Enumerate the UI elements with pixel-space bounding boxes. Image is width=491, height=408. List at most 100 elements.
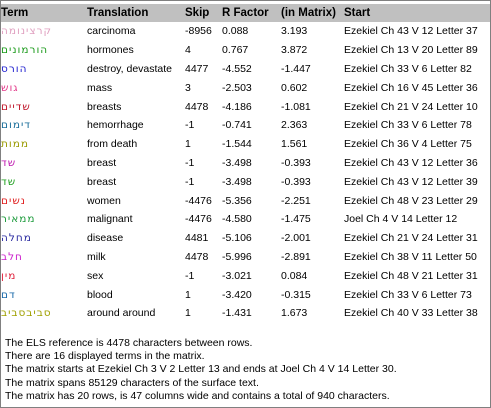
start-cell: Ezekiel Ch 21 V 24 Letter 31 bbox=[344, 232, 478, 245]
header-skip[interactable]: Skip bbox=[185, 4, 222, 22]
table-row[interactable]: סביבסביב around around 1 -1.431 1.673 Ezekiel… bbox=[1, 304, 490, 323]
start-cell: Ezekiel Ch 16 V 45 Letter 36 bbox=[344, 81, 478, 94]
rfactor-cell: -2.503 bbox=[222, 81, 252, 94]
skip-cell: -1 bbox=[185, 119, 195, 132]
table-row[interactable]: הורמונים hormones 4 0.767 3.872 Ezekiel Ch 13… bbox=[1, 41, 490, 60]
translation-cell: from death bbox=[87, 138, 138, 151]
header-in-matrix[interactable]: (in Matrix) bbox=[281, 4, 344, 22]
skip-cell: 1 bbox=[185, 307, 191, 320]
rfactor-cell: -3.498 bbox=[222, 156, 252, 169]
translation-cell: breasts bbox=[87, 100, 122, 113]
summary-line: There are 16 displayed terms in the matr… bbox=[5, 350, 205, 363]
rfactor-cell: -0.741 bbox=[222, 119, 252, 132]
table-row[interactable]: שד breast -1 -3.498 -0.393 Ezekiel Ch 43 V 12… bbox=[1, 172, 490, 191]
term-cell: גוש bbox=[1, 81, 19, 94]
skip-cell: -4476 bbox=[185, 213, 212, 226]
term-cell: דם bbox=[1, 288, 16, 301]
translation-cell: around around bbox=[87, 307, 156, 320]
in-matrix-cell: 3.872 bbox=[281, 44, 308, 57]
terms-table-body: קרצינומה carcinoma -8956 0.088 3.193 Ezekiel … bbox=[1, 22, 490, 323]
start-cell: Ezekiel Ch 33 V 6 Letter 73 bbox=[344, 288, 472, 301]
start-cell: Ezekiel Ch 43 V 12 Letter 39 bbox=[344, 175, 478, 188]
table-row[interactable]: מין sex -1 -3.021 0.084 Ezekiel Ch 48 V 21 Le… bbox=[1, 266, 490, 285]
skip-cell: -1 bbox=[185, 269, 195, 282]
term-cell: שדיים bbox=[1, 100, 31, 113]
header-start[interactable]: Start bbox=[344, 4, 490, 22]
table-row[interactable]: מחלה disease 4481 -5.106 -2.001 Ezekiel Ch 21… bbox=[1, 229, 490, 248]
skip-cell: -1 bbox=[185, 156, 195, 169]
skip-cell: 4478 bbox=[185, 100, 209, 113]
table-row[interactable]: ממאיר malignant -4476 -4.580 -1.475 Joel Ch 4… bbox=[1, 210, 490, 229]
header-rfactor[interactable]: R Factor bbox=[222, 4, 281, 22]
translation-cell: women bbox=[87, 194, 121, 207]
translation-cell: blood bbox=[87, 288, 113, 301]
skip-cell: 4 bbox=[185, 44, 191, 57]
skip-cell: 4478 bbox=[185, 250, 209, 263]
table-row[interactable]: שדיים breasts 4478 -4.186 -1.081 Ezekiel Ch 2… bbox=[1, 97, 490, 116]
summary-line: The matrix spans 85129 characters of the… bbox=[5, 376, 259, 389]
start-cell: Ezekiel Ch 43 V 12 Letter 37 bbox=[344, 25, 478, 38]
skip-cell: 4477 bbox=[185, 62, 209, 75]
table-row[interactable]: דימום hemorrhage -1 -0.741 2.363 Ezekiel Ch 3… bbox=[1, 116, 490, 135]
term-cell: סביבסביב bbox=[1, 307, 52, 320]
translation-cell: milk bbox=[87, 250, 106, 263]
start-cell: Ezekiel Ch 13 V 20 Letter 89 bbox=[344, 44, 478, 57]
header-term[interactable]: Term bbox=[1, 4, 87, 22]
skip-cell: -1 bbox=[185, 175, 195, 188]
table-row[interactable]: דם blood 1 -3.420 -0.315 Ezekiel Ch 33 V 6 Le… bbox=[1, 285, 490, 304]
term-cell: קרצינומה bbox=[1, 25, 53, 38]
in-matrix-cell: 3.193 bbox=[281, 25, 308, 38]
skip-cell: 4481 bbox=[185, 232, 209, 245]
start-cell: Ezekiel Ch 38 V 11 Letter 50 bbox=[344, 250, 477, 263]
start-cell: Ezekiel Ch 33 V 6 Letter 78 bbox=[344, 119, 472, 132]
rfactor-cell: -4.186 bbox=[222, 100, 252, 113]
translation-cell: breast bbox=[87, 156, 117, 169]
table-row[interactable]: ממות from death 1 -1.544 1.561 Ezekiel Ch 36 … bbox=[1, 135, 490, 154]
rfactor-cell: -1.431 bbox=[222, 307, 252, 320]
table-row[interactable]: קרצינומה carcinoma -8956 0.088 3.193 Ezekiel … bbox=[1, 22, 490, 41]
table-row[interactable]: שד breast -1 -3.498 -0.393 Ezekiel Ch 43 V 12… bbox=[1, 154, 490, 173]
translation-cell: sex bbox=[87, 269, 104, 282]
matrix-summary: The ELS reference is 4478 characters bet… bbox=[5, 337, 397, 403]
term-cell: מחלה bbox=[1, 232, 32, 245]
start-cell: Joel Ch 4 V 14 Letter 12 bbox=[344, 213, 458, 226]
in-matrix-cell: -2.891 bbox=[281, 250, 311, 263]
in-matrix-cell: -2.001 bbox=[281, 232, 311, 245]
in-matrix-cell: -1.081 bbox=[281, 100, 311, 113]
in-matrix-cell: 0.602 bbox=[281, 81, 308, 94]
start-cell: Ezekiel Ch 48 V 23 Letter 29 bbox=[344, 194, 478, 207]
in-matrix-cell: -1.447 bbox=[281, 62, 311, 75]
term-cell: דימום bbox=[1, 119, 32, 132]
rfactor-cell: -5.996 bbox=[222, 250, 252, 263]
table-row[interactable]: נשים women -4476 -5.356 -2.251 Ezekiel Ch 48 … bbox=[1, 191, 490, 210]
rfactor-cell: -4.580 bbox=[222, 213, 252, 226]
rfactor-cell: -1.544 bbox=[222, 138, 252, 151]
translation-cell: disease bbox=[87, 232, 124, 245]
table-row[interactable]: גוש mass 3 -2.503 0.602 Ezekiel Ch 16 V 45 Le… bbox=[1, 78, 490, 97]
in-matrix-cell: -0.393 bbox=[281, 156, 311, 169]
start-cell: Ezekiel Ch 21 V 24 Letter 10 bbox=[344, 100, 478, 113]
rfactor-cell: -3.021 bbox=[222, 269, 252, 282]
table-row[interactable]: חלב milk 4478 -5.996 -2.891 Ezekiel Ch 38 V 1… bbox=[1, 248, 490, 267]
translation-cell: hormones bbox=[87, 44, 134, 57]
term-cell: ממות bbox=[1, 138, 30, 151]
term-cell: הורס bbox=[1, 62, 28, 75]
term-cell: ממאיר bbox=[1, 213, 36, 226]
rfactor-cell: -3.420 bbox=[222, 288, 252, 301]
start-cell: Ezekiel Ch 40 V 33 Letter 38 bbox=[344, 307, 478, 320]
in-matrix-cell: 1.673 bbox=[281, 307, 308, 320]
table-row[interactable]: הורס destroy, devastate 4477 -4.552 -1.447 Ez… bbox=[1, 60, 490, 79]
translation-cell: hemorrhage bbox=[87, 119, 144, 132]
start-cell: Ezekiel Ch 48 V 21 Letter 31 bbox=[344, 269, 478, 282]
term-cell: חלב bbox=[1, 250, 23, 263]
term-cell: הורמונים bbox=[1, 44, 49, 57]
skip-cell: -4476 bbox=[185, 194, 212, 207]
translation-cell: mass bbox=[87, 81, 113, 94]
in-matrix-cell: -1.475 bbox=[281, 213, 311, 226]
start-cell: Ezekiel Ch 36 V 4 Letter 75 bbox=[344, 138, 472, 151]
translation-cell: malignant bbox=[87, 213, 133, 226]
in-matrix-cell: 1.561 bbox=[281, 138, 308, 151]
in-matrix-cell: -0.393 bbox=[281, 175, 311, 188]
term-cell: שד bbox=[1, 175, 17, 188]
header-translation[interactable]: Translation bbox=[87, 4, 185, 22]
